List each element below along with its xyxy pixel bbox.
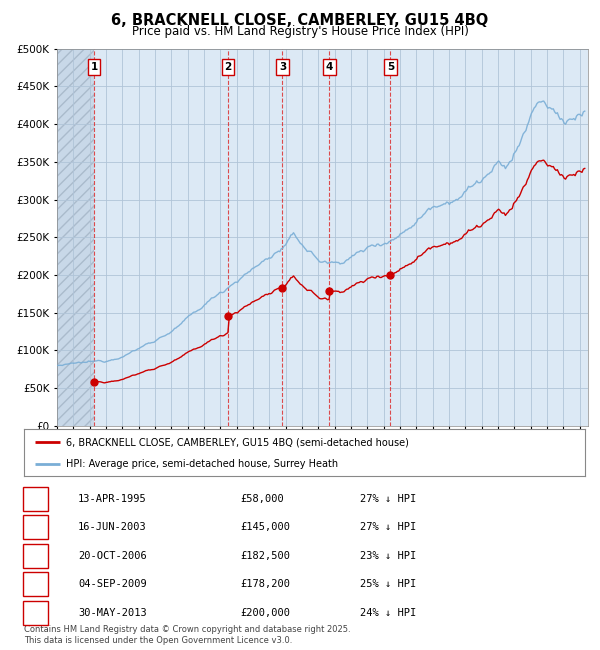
Text: Contains HM Land Registry data © Crown copyright and database right 2025.
This d: Contains HM Land Registry data © Crown c… [24,625,350,645]
Text: HPI: Average price, semi-detached house, Surrey Heath: HPI: Average price, semi-detached house,… [66,459,338,469]
Text: 23% ↓ HPI: 23% ↓ HPI [360,551,416,561]
Text: 3: 3 [279,62,286,72]
Text: 3: 3 [32,551,39,561]
Text: 2: 2 [32,522,39,532]
Text: 2: 2 [224,62,232,72]
Text: 30-MAY-2013: 30-MAY-2013 [78,608,147,618]
Text: 1: 1 [91,62,98,72]
Text: 1: 1 [32,493,39,504]
Bar [57,49,94,426]
Bar [57,49,94,426]
Text: 27% ↓ HPI: 27% ↓ HPI [360,522,416,532]
Text: 27% ↓ HPI: 27% ↓ HPI [360,493,416,504]
Text: £145,000: £145,000 [240,522,290,532]
Text: 4: 4 [326,62,333,72]
Text: 5: 5 [32,608,39,618]
Text: £200,000: £200,000 [240,608,290,618]
Text: Price paid vs. HM Land Registry's House Price Index (HPI): Price paid vs. HM Land Registry's House … [131,25,469,38]
Text: 5: 5 [387,62,394,72]
Text: 16-JUN-2003: 16-JUN-2003 [78,522,147,532]
Text: 6, BRACKNELL CLOSE, CAMBERLEY, GU15 4BQ (semi-detached house): 6, BRACKNELL CLOSE, CAMBERLEY, GU15 4BQ … [66,437,409,447]
Text: £182,500: £182,500 [240,551,290,561]
Text: £58,000: £58,000 [240,493,284,504]
Text: 20-OCT-2006: 20-OCT-2006 [78,551,147,561]
Text: 13-APR-1995: 13-APR-1995 [78,493,147,504]
Text: £178,200: £178,200 [240,579,290,590]
Text: 24% ↓ HPI: 24% ↓ HPI [360,608,416,618]
Text: 4: 4 [32,579,39,590]
Text: 6, BRACKNELL CLOSE, CAMBERLEY, GU15 4BQ: 6, BRACKNELL CLOSE, CAMBERLEY, GU15 4BQ [112,13,488,28]
Text: 25% ↓ HPI: 25% ↓ HPI [360,579,416,590]
Text: 04-SEP-2009: 04-SEP-2009 [78,579,147,590]
